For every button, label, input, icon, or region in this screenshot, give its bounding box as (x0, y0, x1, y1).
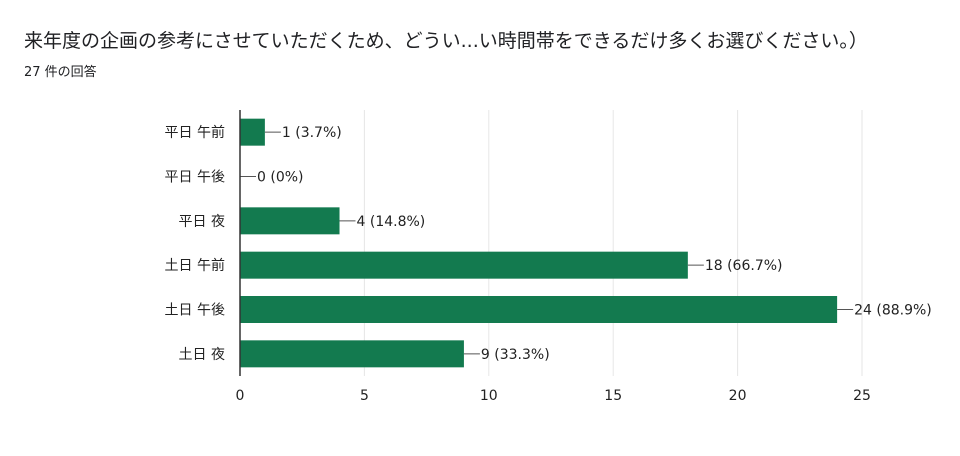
question-title: 来年度の企画の参考にさせていただくため、どうい...い時間帯をできるだけ多くお選… (24, 30, 868, 52)
x-tick-label: 0 (236, 388, 245, 404)
x-tick-label: 20 (729, 388, 747, 404)
value-label: 1 (3.7%) (282, 125, 342, 141)
bar-4 (240, 296, 838, 323)
x-tick-label: 25 (853, 388, 871, 404)
category-label: 土日 夜 (179, 347, 225, 363)
value-label: 0 (0%) (257, 170, 304, 186)
response-count: 27 件の回答 (24, 65, 97, 80)
category-label: 土日 午前 (165, 257, 225, 274)
value-label: 4 (14.8%) (357, 214, 426, 230)
value-label: 18 (66.7%) (705, 258, 783, 274)
bar-5 (240, 340, 464, 368)
category-label: 平日 午前 (165, 124, 225, 141)
value-label: 9 (33.3%) (481, 347, 550, 363)
x-tick-label: 10 (480, 388, 498, 404)
bar-2 (240, 207, 340, 235)
category-label: 平日 午後 (165, 170, 225, 186)
category-label: 平日 夜 (179, 214, 225, 230)
x-tick-label: 15 (604, 388, 622, 404)
category-label: 土日 午後 (165, 303, 225, 319)
bar-0 (240, 118, 265, 146)
value-label: 24 (88.9%) (854, 303, 932, 319)
x-tick-label: 5 (360, 388, 369, 404)
bar-3 (240, 251, 688, 279)
